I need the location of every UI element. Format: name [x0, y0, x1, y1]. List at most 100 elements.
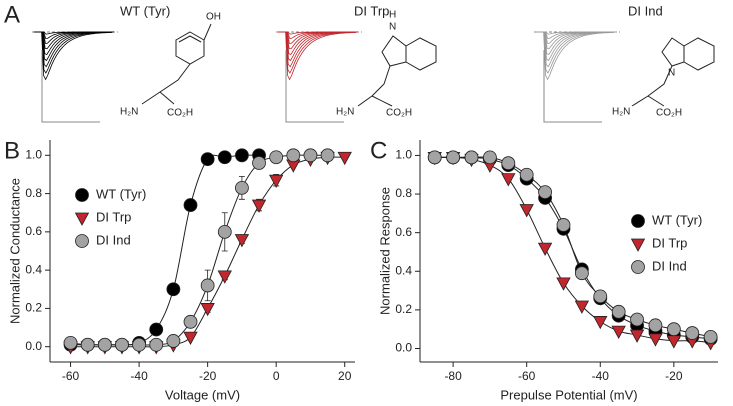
atom-label: H₂N	[336, 107, 354, 118]
scale-bar	[543, 50, 602, 123]
data-point	[217, 224, 232, 239]
bond	[357, 65, 391, 107]
data-point	[446, 150, 461, 165]
data-point	[648, 333, 663, 347]
fit-curve	[434, 156, 711, 344]
data-point	[166, 334, 181, 348]
y-axis-label: Normalized Response	[377, 187, 392, 315]
data-point	[538, 185, 552, 200]
data-point	[149, 322, 164, 337]
bond	[178, 35, 202, 43]
trace-title: WT (Tyr)	[120, 3, 170, 18]
data-point	[593, 289, 608, 304]
panel-label: C	[370, 137, 387, 164]
data-point	[337, 151, 352, 166]
data-point	[183, 198, 198, 212]
bond	[159, 91, 175, 105]
legend-label: WT (Tyr)	[652, 212, 702, 227]
data-point	[217, 150, 232, 165]
current-trace	[536, 31, 614, 81]
atom-label: H₂N	[612, 107, 630, 118]
data-point	[149, 337, 164, 352]
y-tick-label: 0.8	[25, 186, 42, 200]
y-tick-label: 0.0	[25, 339, 42, 353]
x-tick-label: -40	[592, 369, 610, 383]
legend-marker	[631, 260, 645, 274]
x-axis-label: Prepulse Potential (mV)	[500, 387, 637, 402]
data-point	[519, 204, 534, 218]
legend-marker	[74, 212, 90, 226]
data-point	[97, 337, 112, 352]
data-point	[574, 300, 590, 314]
data-point	[611, 304, 626, 319]
data-point	[286, 148, 301, 163]
y-tick-label: 1.0	[395, 148, 412, 162]
legend-label: WT (Tyr)	[96, 186, 146, 201]
data-point	[234, 234, 250, 248]
y-tick-label: 0.8	[395, 186, 412, 200]
data-point	[537, 242, 553, 256]
data-point	[666, 335, 682, 349]
legend-label: DI Ind	[96, 232, 131, 247]
atom-label: CO₂H	[386, 108, 412, 119]
trace-title: DI Ind	[628, 3, 663, 18]
bond	[371, 95, 393, 107]
atom-label: H₂N	[120, 107, 138, 118]
y-axis-label: Normalized Conductance	[7, 178, 22, 324]
current-trace	[278, 31, 356, 81]
atom-label: CO₂H	[656, 108, 682, 119]
y-tick-label: 1.0	[25, 147, 42, 161]
panel-label: A	[4, 1, 20, 28]
data-point	[320, 148, 335, 163]
bond	[647, 95, 665, 107]
data-point	[556, 277, 571, 291]
data-point	[593, 316, 608, 330]
legend-marker	[75, 188, 89, 202]
x-tick-label: -60	[518, 369, 536, 383]
data-point	[303, 148, 318, 163]
y-tick-label: 0.2	[395, 302, 412, 316]
data-point	[648, 318, 663, 333]
data-point	[269, 150, 284, 165]
scale-bar	[285, 50, 344, 123]
data-point	[519, 167, 534, 182]
data-point	[685, 326, 700, 340]
structure-trp: H N H₂N CO₂H	[336, 10, 437, 119]
structure-ind: N H₂N CO₂H	[612, 37, 715, 119]
atom-label: H	[389, 10, 396, 21]
legend-label: DI Trp	[96, 209, 131, 224]
atom-label: CO₂H	[167, 108, 193, 119]
data-point	[501, 156, 516, 171]
y-tick-label: 0.4	[25, 262, 42, 276]
data-point	[80, 337, 95, 352]
data-point	[666, 322, 681, 337]
data-point	[235, 180, 249, 195]
data-point	[251, 199, 267, 213]
atom-label: N	[389, 22, 396, 33]
ring	[175, 31, 205, 65]
data-point	[630, 312, 644, 327]
data-point	[200, 152, 215, 167]
ring	[381, 35, 407, 67]
fit-curve	[70, 154, 328, 346]
scale-bar	[41, 50, 100, 123]
data-point	[63, 335, 78, 350]
legend-marker	[631, 214, 645, 228]
data-point	[574, 266, 589, 281]
data-point	[166, 282, 181, 297]
legend-marker	[630, 238, 646, 252]
trace-title: DI Trp	[354, 3, 389, 18]
data-point	[703, 330, 718, 344]
data-point	[200, 303, 215, 317]
data-point	[132, 337, 147, 352]
bond	[631, 65, 673, 107]
data-point	[235, 148, 249, 163]
x-tick-label: 0	[273, 369, 280, 383]
structure-tyr: OH H₂N CO₂H	[120, 12, 221, 119]
y-tick-label: 0.4	[395, 263, 412, 277]
fit-curve	[70, 154, 260, 346]
y-tick-label: 0.0	[395, 341, 412, 355]
legend-marker	[75, 234, 89, 248]
data-point	[464, 150, 479, 165]
